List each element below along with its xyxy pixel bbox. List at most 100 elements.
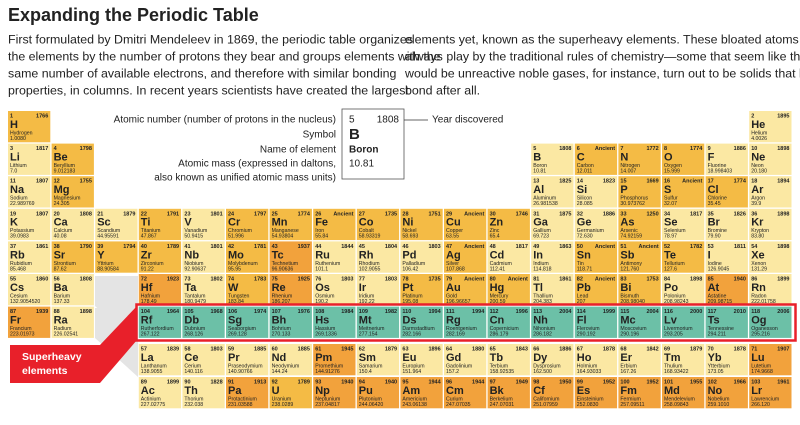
atomic-number: 59 [228,346,234,352]
cell-bg [749,274,792,306]
year: 1801 [210,244,222,250]
atomic-number: 85 [708,276,714,282]
atomic-mass: 137.33 [54,299,70,305]
symbol: V [184,217,192,229]
atomic-number: 72 [141,276,147,282]
year: 1974 [254,309,267,315]
cell-bg [313,274,356,306]
cell-bg [138,274,182,306]
symbol: Li [10,152,20,164]
year: 1798 [80,146,92,152]
cell-bg [749,241,792,273]
atomic-number: 16 [664,179,670,185]
symbol: Al [533,184,544,196]
year: Ancient [464,276,484,282]
atomic-mass: 118.71 [577,266,593,272]
symbol: Y [97,249,105,261]
cell-bg [444,274,487,306]
cell-bg [574,274,618,306]
year: 1817 [36,146,48,152]
year: 1250 [646,211,658,217]
element-name: Plutonium [359,396,382,402]
cell-bg [356,377,400,409]
element-name: Manganese [272,228,299,234]
atomic-number: 52 [664,244,670,250]
atomic-mass: 270.133 [272,331,291,337]
symbol: Eu [402,352,416,364]
cell-bg [662,344,705,376]
atomic-mass: 286.179 [490,331,509,337]
element-name: Lawrencium [751,396,779,402]
cell-bg [226,377,269,409]
intro-line: always play by the traditional rules of … [405,49,800,63]
symbol: Cm [446,385,464,397]
year: 1899 [777,276,789,282]
symbol: Hf [141,282,153,294]
atomic-number: 98 [533,379,539,385]
atomic-mass: 140.116 [184,369,202,375]
cell-bg [705,274,748,306]
year: 1861 [36,244,48,250]
cell-bg [51,274,94,306]
year: Ancient [595,276,615,282]
atomic-number: 103 [751,379,760,385]
cell-bg [531,241,574,273]
element-name: Radon [751,293,766,299]
cell-bg [662,143,705,175]
symbol: U [272,385,280,397]
cell-bg [226,208,269,241]
atomic-number: 58 [184,346,190,352]
symbol: Be [54,152,68,164]
cell-bg [269,306,312,338]
element-name: Silver [446,261,459,267]
year: 1842 [646,346,658,352]
year: 1811 [734,244,746,250]
atomic-mass: 7.0 [10,168,17,174]
year: 1794 [123,244,136,250]
element-name: Bromine [708,228,727,234]
year: 1955 [690,379,702,385]
element-name: Polonium [664,293,686,299]
symbol: H [10,119,18,131]
atomic-mass: 257.09511 [620,402,644,408]
year: 1939 [36,309,48,315]
atomic-mass: 10.81 [533,168,546,174]
atomic-mass: 164.93033 [577,369,602,375]
atomic-mass: 192.22 [359,299,375,305]
cell-bg [226,241,269,273]
atomic-mass: 65.4 [490,234,500,240]
cell-bg [531,306,574,338]
symbol: Og [751,315,766,327]
year: 1899 [167,379,179,385]
year: 1937 [298,244,310,250]
atomic-mass: 54.93804 [272,234,294,240]
year: 1751 [428,211,440,217]
atomic-mass: 180.9479 [184,299,206,305]
atomic-mass: 127.6 [664,266,677,272]
atomic-mass: 269.1336 [315,331,337,337]
atomic-number: 28 [402,211,408,217]
cell-bg [749,143,792,175]
year: 1898 [777,244,789,250]
year: 1804 [385,244,398,250]
element-name: Tin [577,261,584,267]
element-name: Xenon [751,261,766,267]
element-name: Neon [751,163,764,169]
element-name: Barium [54,293,70,299]
element-name: Ytterbium [708,363,730,369]
